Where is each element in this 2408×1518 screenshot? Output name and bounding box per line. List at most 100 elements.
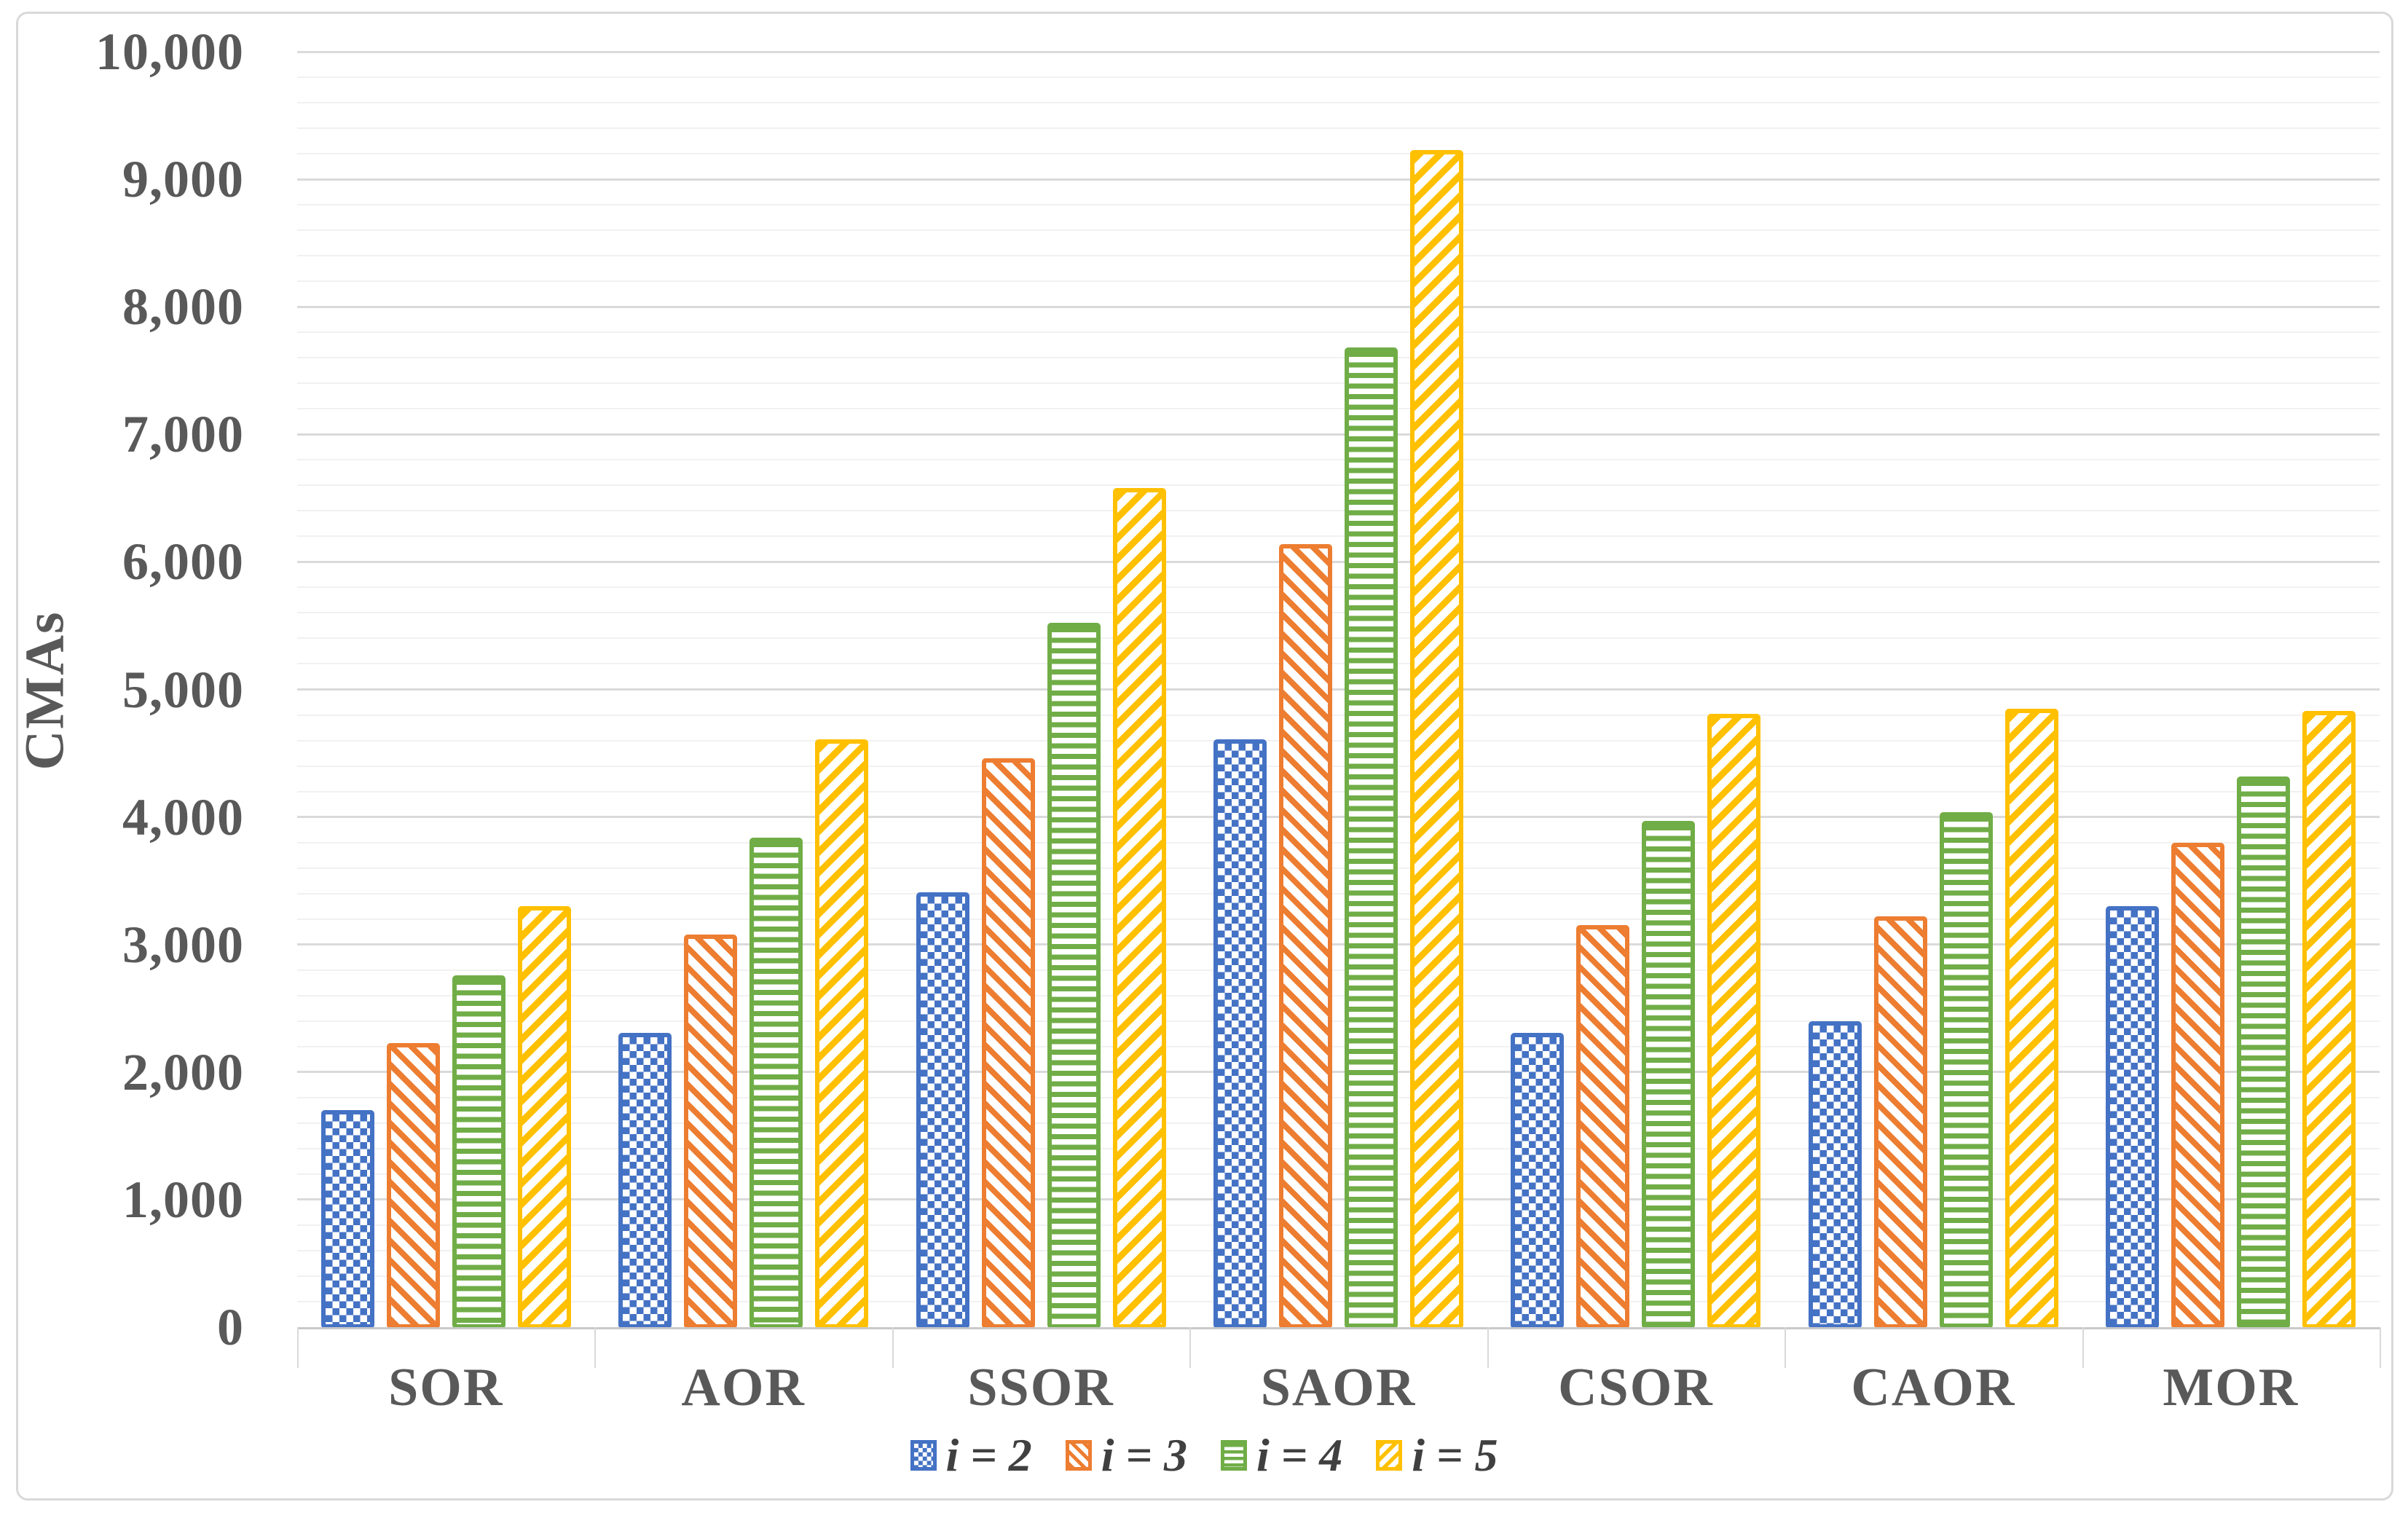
legend-swatch-i=2: [910, 1440, 937, 1471]
minor-gridline-3600: [297, 867, 2380, 869]
minor-gridline-5800: [297, 586, 2380, 589]
y-tick-label-4000: 4,000: [122, 787, 244, 846]
category-label-AOR: AOR: [681, 1358, 806, 1417]
minor-gridline-2800: [297, 969, 2380, 971]
y-tick-label-5000: 5,000: [122, 660, 244, 719]
minor-gridline-6600: [297, 484, 2380, 487]
major-gridline-8000: [297, 305, 2380, 308]
minor-gridline-2400: [297, 1020, 2380, 1022]
category-label-MOR: MOR: [2163, 1358, 2299, 1417]
major-gridline-4000: [297, 816, 2380, 819]
category-label-CAOR: CAOR: [1851, 1358, 2016, 1417]
minor-gridline-8400: [297, 255, 2380, 257]
y-tick-label-10000: 10,000: [95, 23, 244, 81]
major-gridline-1000: [297, 1198, 2380, 1201]
minor-gridline-9200: [297, 153, 2380, 155]
y-tick-label-1000: 1,000: [122, 1170, 244, 1229]
legend-swatch-i=5: [1376, 1440, 1403, 1471]
minor-gridline-3400: [297, 892, 2380, 894]
minor-gridline-2600: [297, 994, 2380, 996]
legend-label-i=5: i = 5: [1412, 1429, 1498, 1481]
minor-gridline-7600: [297, 357, 2380, 359]
major-gridline-5000: [297, 688, 2380, 691]
legend-label-i=2: i = 2: [945, 1429, 1032, 1481]
minor-gridline-9600: [297, 102, 2380, 104]
minor-gridline-9800: [297, 76, 2380, 79]
bar-CSOR-i=3: [1576, 925, 1630, 1329]
major-gridline-10000: [297, 50, 2380, 53]
category-label-SAOR: SAOR: [1260, 1358, 1417, 1417]
y-tick-label-6000: 6,000: [122, 532, 244, 591]
legend-label-i=3: i = 3: [1101, 1429, 1187, 1481]
bar-SSOR-i=3: [981, 758, 1035, 1329]
minor-gridline-3800: [297, 841, 2380, 843]
y-tick-label-0: 0: [217, 1298, 244, 1356]
category-tick: [2082, 1327, 2084, 1368]
bar-SOR-i=3: [386, 1042, 440, 1329]
bar-AOR-i=2: [618, 1032, 672, 1329]
category-tick: [1785, 1327, 1787, 1368]
bar-SSOR-i=4: [1047, 623, 1101, 1329]
minor-gridline-6200: [297, 535, 2380, 538]
minor-gridline-6800: [297, 459, 2380, 461]
bar-CAOR-i=5: [2004, 708, 2058, 1329]
y-tick-label-2000: 2,000: [122, 1042, 244, 1101]
major-gridline-6000: [297, 560, 2380, 563]
minor-gridline-1800: [297, 1096, 2380, 1098]
bar-MOR-i=4: [2237, 776, 2291, 1329]
bar-MOR-i=3: [2171, 842, 2225, 1329]
minor-gridline-3200: [297, 918, 2380, 920]
bar-SAOR-i=5: [1410, 149, 1463, 1329]
major-gridline-3000: [297, 943, 2380, 946]
minor-gridline-7200: [297, 408, 2380, 410]
category-tick: [2380, 1327, 2381, 1368]
category-tick: [594, 1327, 597, 1368]
minor-gridline-2200: [297, 1045, 2380, 1047]
minor-gridline-600: [297, 1249, 2380, 1251]
y-tick-label-8000: 8,000: [122, 278, 244, 337]
major-gridline-9000: [297, 178, 2380, 181]
bar-SOR-i=5: [517, 906, 571, 1329]
bar-CAOR-i=2: [1808, 1020, 1862, 1329]
category-label-SSOR: SSOR: [967, 1358, 1114, 1417]
minor-gridline-4800: [297, 714, 2380, 716]
legend: i = 2 i = 3 i = 4 i = 5: [0, 1426, 2408, 1484]
category-tick: [297, 1327, 299, 1368]
minor-gridline-5600: [297, 612, 2380, 614]
bar-SOR-i=2: [320, 1110, 374, 1329]
category-label-SOR: SOR: [388, 1358, 504, 1417]
minor-gridline-1600: [297, 1122, 2380, 1124]
bar-CAOR-i=4: [1939, 811, 1993, 1329]
minor-gridline-8200: [297, 280, 2380, 283]
bar-SAOR-i=2: [1213, 739, 1267, 1329]
bar-CSOR-i=4: [1642, 820, 1696, 1329]
bar-AOR-i=4: [749, 837, 803, 1329]
y-tick-label-3000: 3,000: [122, 915, 244, 974]
legend-item-i=3: i = 3: [1065, 1428, 1187, 1482]
minor-gridline-1200: [297, 1173, 2380, 1175]
bar-SAOR-i=3: [1279, 543, 1332, 1329]
minor-gridline-400: [297, 1275, 2380, 1277]
bar-CSOR-i=2: [1511, 1032, 1565, 1329]
y-tick-label-9000: 9,000: [122, 150, 244, 209]
x-axis-line: [297, 1327, 2380, 1329]
category-tick: [1487, 1327, 1489, 1368]
minor-gridline-7800: [297, 331, 2380, 334]
bar-MOR-i=5: [2302, 711, 2356, 1329]
bar-AOR-i=5: [815, 739, 869, 1329]
minor-gridline-5200: [297, 663, 2380, 665]
minor-gridline-4600: [297, 739, 2380, 742]
bar-SSOR-i=5: [1112, 487, 1166, 1329]
category-label-CSOR: CSOR: [1558, 1358, 1714, 1417]
minor-gridline-8800: [297, 204, 2380, 206]
chart-frame: [16, 12, 2393, 1501]
bar-CAOR-i=3: [1873, 916, 1927, 1329]
legend-swatch-i=3: [1065, 1440, 1092, 1471]
major-gridline-7000: [297, 433, 2380, 436]
bar-SSOR-i=2: [916, 892, 969, 1329]
legend-item-i=5: i = 5: [1376, 1428, 1498, 1482]
major-gridline-2000: [297, 1071, 2380, 1074]
bar-SOR-i=4: [452, 975, 505, 1329]
y-tick-label-7000: 7,000: [122, 405, 244, 464]
minor-gridline-1400: [297, 1147, 2380, 1149]
